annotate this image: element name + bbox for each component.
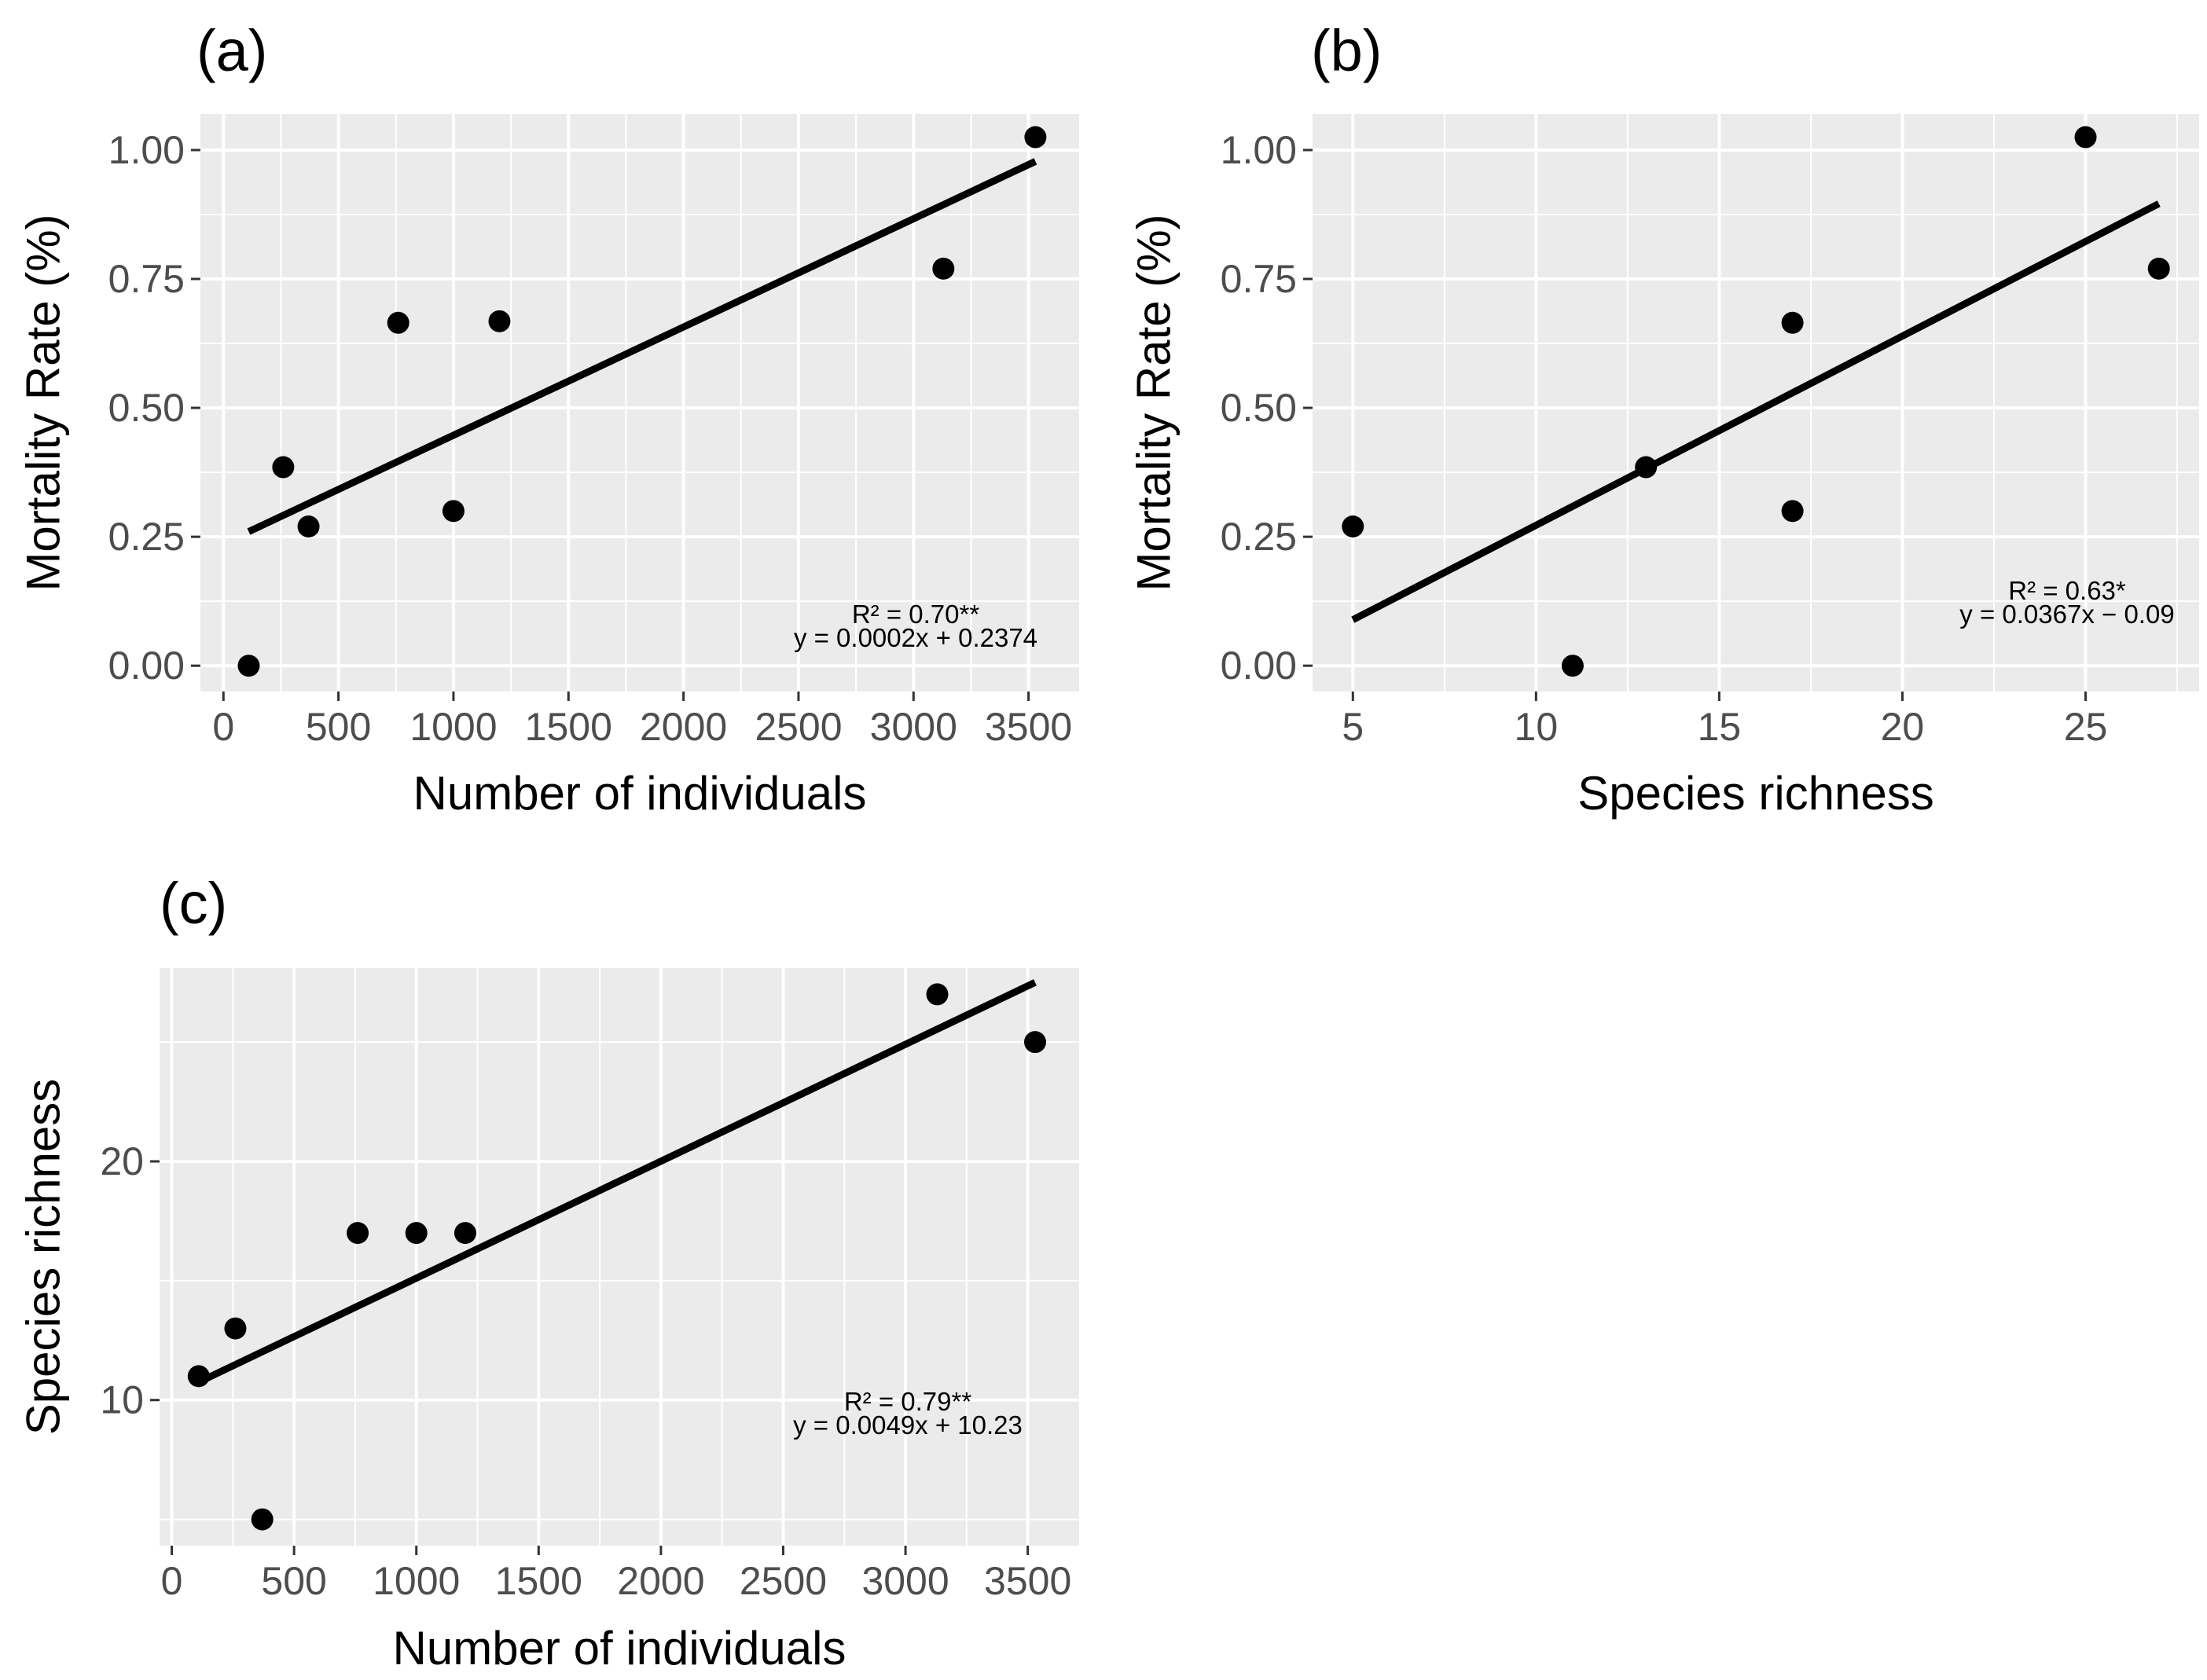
regression-line — [1351, 200, 2161, 623]
data-point — [2147, 257, 2170, 280]
x-tick-label: 20 — [1881, 705, 1925, 749]
x-tick-label: 3000 — [870, 705, 957, 749]
plot-background — [1313, 114, 2199, 691]
y-tick-label: 20 — [100, 1139, 144, 1183]
x-tick-label: 1000 — [409, 705, 497, 749]
r-squared-label: R² = 0.63* — [2008, 576, 2126, 605]
x-axis-title: Number of individuals — [393, 1622, 846, 1674]
x-tick-label: 15 — [1698, 705, 1742, 749]
x-axis-title: Species richness — [1577, 767, 1934, 820]
data-point — [1024, 126, 1047, 149]
data-point — [488, 310, 511, 332]
y-axis-title: Mortality Rate (%) — [1128, 214, 1181, 591]
y-tick-label: 0.50 — [1221, 386, 1297, 430]
data-point — [926, 983, 949, 1006]
data-point — [272, 456, 295, 479]
data-point — [297, 515, 320, 537]
panel-c: 0 500 1000 1500 2000 2500 3000 3500 10 20 R² = 0.7… — [17, 871, 1079, 1674]
regression-annotation: R² = 0.70**y = 0.0002x + 0.2374 — [794, 600, 1037, 652]
r-squared-label: R² = 0.79** — [844, 1387, 971, 1416]
panel-label: (b) — [1311, 18, 1382, 83]
data-point — [2074, 126, 2097, 149]
y-tick-label: 0.75 — [108, 257, 185, 301]
panel-label: (a) — [196, 18, 267, 83]
x-tick-label: 500 — [261, 1559, 326, 1603]
x-tick-label: 3000 — [861, 1559, 949, 1603]
data-point — [187, 1365, 210, 1388]
x-tick-label: 5 — [1342, 705, 1364, 749]
panel-label: (c) — [160, 871, 227, 936]
y-tick-label: 0.00 — [1221, 644, 1297, 688]
equation-label: y = 0.0049x + 10.23 — [793, 1410, 1023, 1440]
data-point — [387, 311, 409, 334]
data-point — [442, 500, 465, 523]
x-tick-label: 3500 — [984, 1559, 1071, 1603]
x-tick-label: 500 — [306, 705, 371, 749]
data-point — [1561, 655, 1584, 677]
data-point — [224, 1317, 247, 1340]
x-tick-label: 2500 — [740, 1559, 827, 1603]
x-tick-label: 1500 — [495, 1559, 582, 1603]
x-tick-label: 3500 — [985, 705, 1072, 749]
plot-background — [160, 968, 1079, 1546]
data-point — [1781, 311, 1804, 334]
x-tick-label: 1500 — [525, 705, 612, 749]
y-tick-label: 1.00 — [108, 128, 185, 172]
x-tick-label: 2000 — [617, 1559, 704, 1603]
y-tick-label: 0.25 — [1221, 515, 1297, 559]
y-tick-label: 1.00 — [1221, 128, 1297, 172]
data-point — [932, 257, 955, 280]
data-point — [251, 1508, 274, 1531]
regression-annotation: R² = 0.79**y = 0.0049x + 10.23 — [793, 1387, 1023, 1440]
data-point — [237, 655, 260, 677]
x-axis-title: Number of individuals — [413, 767, 867, 820]
data-point — [347, 1222, 369, 1245]
equation-label: y = 0.0002x + 0.2374 — [794, 623, 1037, 652]
regression-line — [196, 979, 1037, 1386]
x-tick-label: 0 — [161, 1559, 183, 1603]
x-tick-label: 25 — [2064, 705, 2108, 749]
y-tick-label: 10 — [100, 1378, 144, 1422]
data-point — [1781, 500, 1804, 523]
y-tick-label: 0.00 — [108, 644, 185, 688]
y-axis-title: Mortality Rate (%) — [17, 214, 70, 591]
data-point — [454, 1222, 476, 1245]
r-squared-label: R² = 0.70** — [852, 600, 979, 629]
panel-b: 5 10 15 20 25 0.00 0.25 0.50 0.75 1.00 R² = 0.63*y… — [1128, 18, 2199, 820]
x-tick-label: 2500 — [755, 705, 842, 749]
regression-annotation: R² = 0.63*y = 0.0367x − 0.09 — [1959, 576, 2174, 629]
y-axis-title: Species richness — [17, 1079, 70, 1436]
data-point — [1635, 456, 1658, 479]
equation-label: y = 0.0367x − 0.09 — [1959, 600, 2174, 629]
data-point — [1342, 515, 1364, 537]
x-tick-label: 2000 — [640, 705, 727, 749]
regression-line — [247, 158, 1037, 535]
y-tick-label: 0.50 — [108, 386, 185, 430]
y-tick-label: 0.25 — [108, 515, 185, 559]
y-tick-label: 0.75 — [1221, 257, 1297, 301]
x-tick-label: 10 — [1515, 705, 1559, 749]
x-tick-label: 0 — [212, 705, 234, 749]
x-tick-label: 1000 — [373, 1559, 460, 1603]
panel-a: 0 500 1000 1500 2000 2500 3000 3500 0.00 0.25 0.50… — [17, 18, 1079, 820]
data-point — [1023, 1031, 1046, 1054]
data-point — [405, 1222, 428, 1245]
